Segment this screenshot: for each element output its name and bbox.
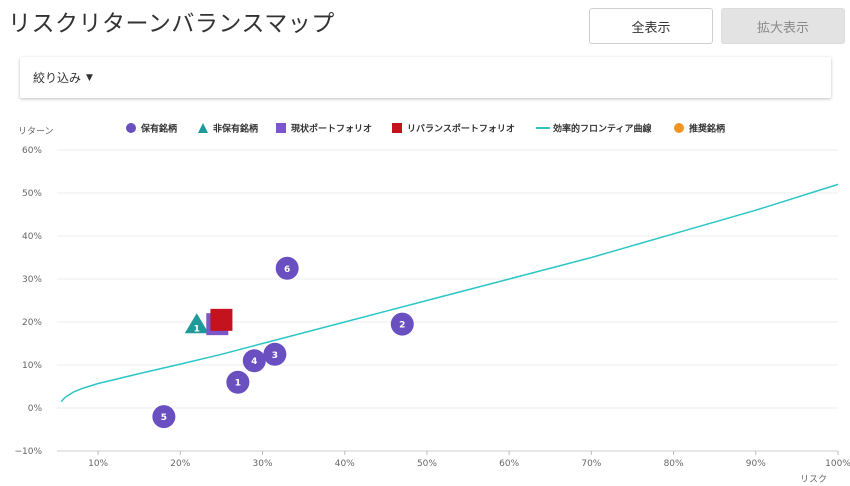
x-tick-label: 80% xyxy=(664,459,684,469)
rebalance-portfolio-marker xyxy=(210,308,233,331)
y-tick-label: 30% xyxy=(22,275,42,285)
page-title: リスクリターンバランスマップ xyxy=(8,11,335,37)
non-holding-label: 1 xyxy=(194,324,200,334)
filter-label: 絞り込み xyxy=(33,71,82,85)
filter-toggle[interactable]: 絞り込み ▼ xyxy=(33,69,93,86)
holding-marker xyxy=(152,405,176,429)
x-tick-label: 50% xyxy=(417,459,437,469)
y-tick-label: 0% xyxy=(28,404,43,414)
axis-ticks: 60% 50% 40% 30% 20% 10% 0% −10% 10% 20% 30% 40% 50% 6… xyxy=(14,146,850,469)
x-tick-label: 10% xyxy=(88,459,108,469)
holding-label: 3 xyxy=(272,351,278,361)
legend-marker-square xyxy=(276,123,286,133)
frontier-line xyxy=(60,183,839,403)
holding-label: 5 xyxy=(161,413,167,423)
filter-panel: 絞り込み ▼ xyxy=(20,57,831,98)
legend-marker-circle xyxy=(674,123,684,133)
y-tick-label: 50% xyxy=(22,189,42,199)
y-tick-label: 40% xyxy=(22,232,42,242)
x-axis-label: リスク xyxy=(800,474,827,485)
chevron-down-icon: ▼ xyxy=(86,72,93,83)
y-tick-label: 10% xyxy=(22,361,42,371)
legend-label: リバランスポートフォリオ xyxy=(407,123,515,135)
holding-marker xyxy=(275,256,299,280)
x-tick-label: 40% xyxy=(335,459,355,469)
holding-marker xyxy=(390,312,414,336)
x-tick-label: 90% xyxy=(746,459,766,469)
y-tick-label: −10% xyxy=(14,447,42,457)
x-tick-label: 20% xyxy=(170,459,190,469)
zoom-button[interactable]: 拡大表示 xyxy=(721,8,845,44)
holding-label: 2 xyxy=(399,321,405,331)
legend: 保有銘柄 非保有銘柄 現状ポートフォリオ リバランスポートフォリオ 効率的フロンティア曲… xyxy=(126,123,725,135)
holding-label: 1 xyxy=(235,379,241,389)
x-tick-label: 100% xyxy=(825,459,850,469)
x-tick-label: 30% xyxy=(253,459,273,469)
x-tick-label: 70% xyxy=(581,459,601,469)
y-tick-label: 60% xyxy=(22,146,42,156)
holding-label: 6 xyxy=(284,265,290,275)
holding-label: 4 xyxy=(251,357,257,367)
legend-label: 非保有銘柄 xyxy=(213,123,258,135)
grid-lines xyxy=(57,149,839,455)
y-tick-label: 20% xyxy=(22,318,42,328)
holding-marker xyxy=(263,342,287,366)
legend-label: 推奨銘柄 xyxy=(689,123,725,135)
legend-label: 効率的フロンティア曲線 xyxy=(553,123,651,135)
legend-label: 保有銘柄 xyxy=(140,123,177,135)
show-all-button[interactable]: 全表示 xyxy=(589,8,713,44)
legend-marker-square xyxy=(392,123,402,133)
legend-marker-triangle xyxy=(198,123,208,133)
holding-marker xyxy=(242,349,266,373)
y-axis-label: リターン xyxy=(18,126,54,137)
x-tick-label: 60% xyxy=(499,459,519,469)
legend-marker-circle xyxy=(126,123,136,133)
holding-marker xyxy=(226,370,250,394)
frontier-group xyxy=(60,183,839,403)
non-holding-marker xyxy=(184,313,209,334)
legend-label: 現状ポートフォリオ xyxy=(291,123,372,135)
data-points: 1 1 2 3 4 5 6 xyxy=(152,256,414,429)
